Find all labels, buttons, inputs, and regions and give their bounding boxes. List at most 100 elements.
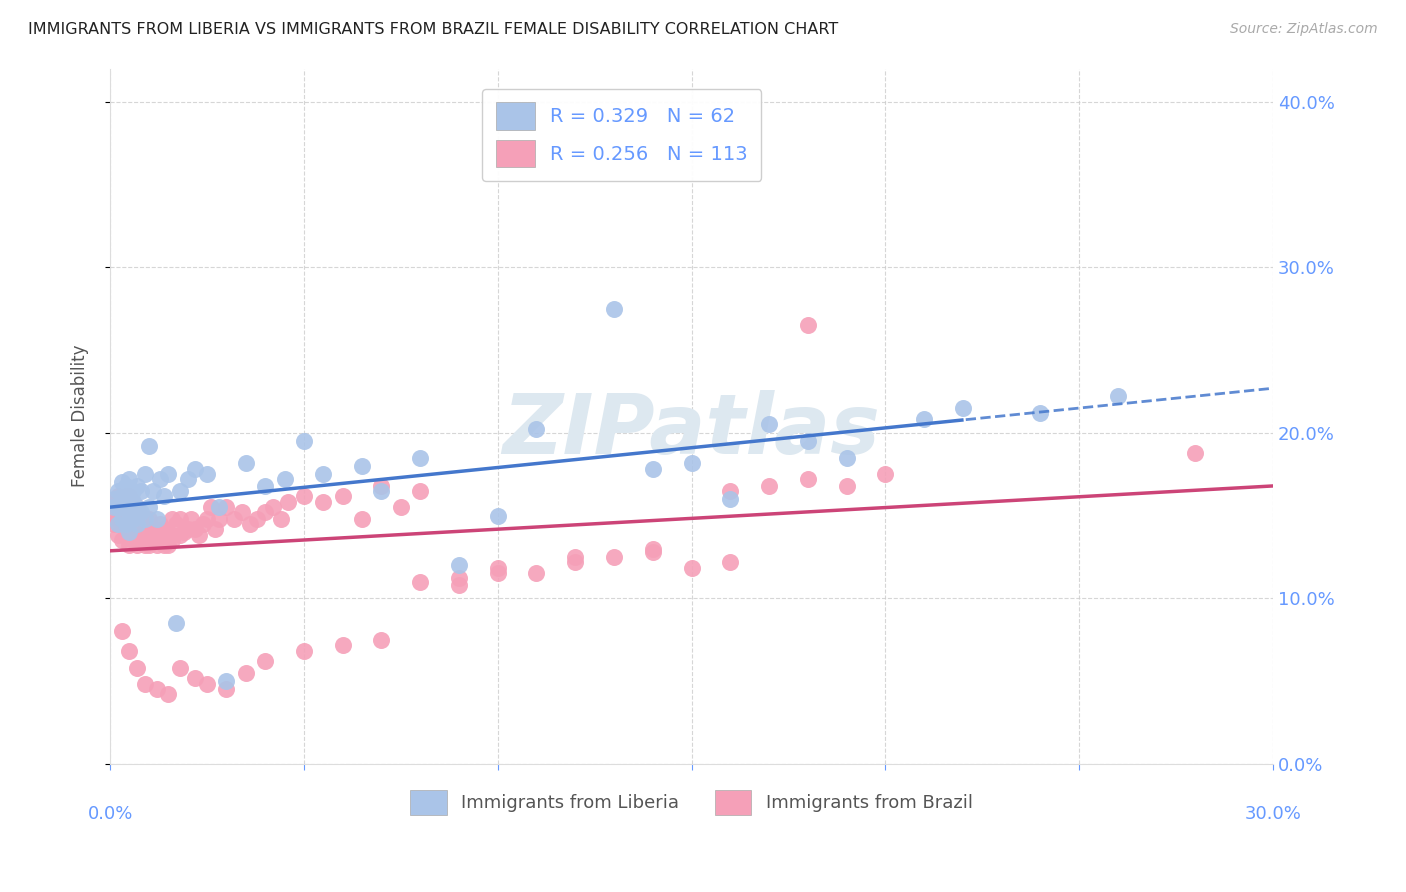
Point [239,516,262,531]
Point [224,512,246,526]
Text: 30.0%: 30.0% [1244,805,1302,823]
Point [1184,445,1206,459]
Y-axis label: Female Disability: Female Disability [72,345,89,487]
Point [129,508,152,523]
Point [111,624,134,639]
Point [127,500,149,515]
Point [142,522,165,536]
Point [127,512,149,526]
Point [118,524,141,539]
Point [145,524,167,539]
Point [157,538,180,552]
Point [122,522,145,536]
Point [207,512,229,526]
Point [797,434,820,448]
Point [157,524,180,539]
Point [118,489,141,503]
Point [718,491,741,506]
Point [138,512,160,526]
Point [114,495,136,509]
Point [526,422,548,436]
Point [165,516,187,531]
Point [129,533,152,548]
Point [138,500,160,515]
Text: IMMIGRANTS FROM LIBERIA VS IMMIGRANTS FROM BRAZIL FEMALE DISABILITY CORRELATION : IMMIGRANTS FROM LIBERIA VS IMMIGRANTS FR… [28,22,838,37]
Point [122,533,145,548]
Point [246,512,269,526]
Point [370,479,392,493]
Point [180,512,202,526]
Point [129,522,152,536]
Point [127,538,149,552]
Point [215,674,238,689]
Point [153,522,176,536]
Point [114,516,136,531]
Point [118,472,141,486]
Point [191,516,214,531]
Point [195,677,218,691]
Point [127,516,149,531]
Point [235,456,257,470]
Point [114,512,136,526]
Point [352,458,374,473]
Point [409,450,432,465]
Point [134,512,156,526]
Point [292,489,315,503]
Point [127,524,149,539]
Point [681,456,703,470]
Point [169,483,191,498]
Point [127,661,149,675]
Point [486,561,509,575]
Point [122,495,145,509]
Point [875,467,897,482]
Point [195,467,218,482]
Point [835,479,858,493]
Point [169,512,191,526]
Point [188,528,211,542]
Point [641,545,664,559]
Point [184,522,207,536]
Point [142,483,165,498]
Point [118,491,141,506]
Point [312,495,335,509]
Point [235,665,257,680]
Point [447,558,470,573]
Point [107,528,129,542]
Point [254,479,277,493]
Point [603,301,626,316]
Point [114,528,136,542]
Point [111,491,134,506]
Point [332,489,354,503]
Point [107,512,129,526]
Point [134,677,156,691]
Point [165,616,187,631]
Point [134,524,156,539]
Point [107,483,129,498]
Point [114,479,136,493]
Point [718,483,741,498]
Point [184,671,207,685]
Point [122,495,145,509]
Text: 0.0%: 0.0% [87,805,132,823]
Point [409,574,432,589]
Point [370,632,392,647]
Point [277,495,299,509]
Point [204,522,226,536]
Point [111,489,134,503]
Point [797,472,820,486]
Point [486,508,509,523]
Point [176,472,198,486]
Point [134,538,156,552]
Point [122,512,145,526]
Point [111,475,134,490]
Point [111,533,134,548]
Point [149,472,172,486]
Point [138,439,160,453]
Point [526,566,548,581]
Point [195,512,218,526]
Point [103,516,125,531]
Point [157,467,180,482]
Point [718,555,741,569]
Point [145,512,167,526]
Point [641,541,664,556]
